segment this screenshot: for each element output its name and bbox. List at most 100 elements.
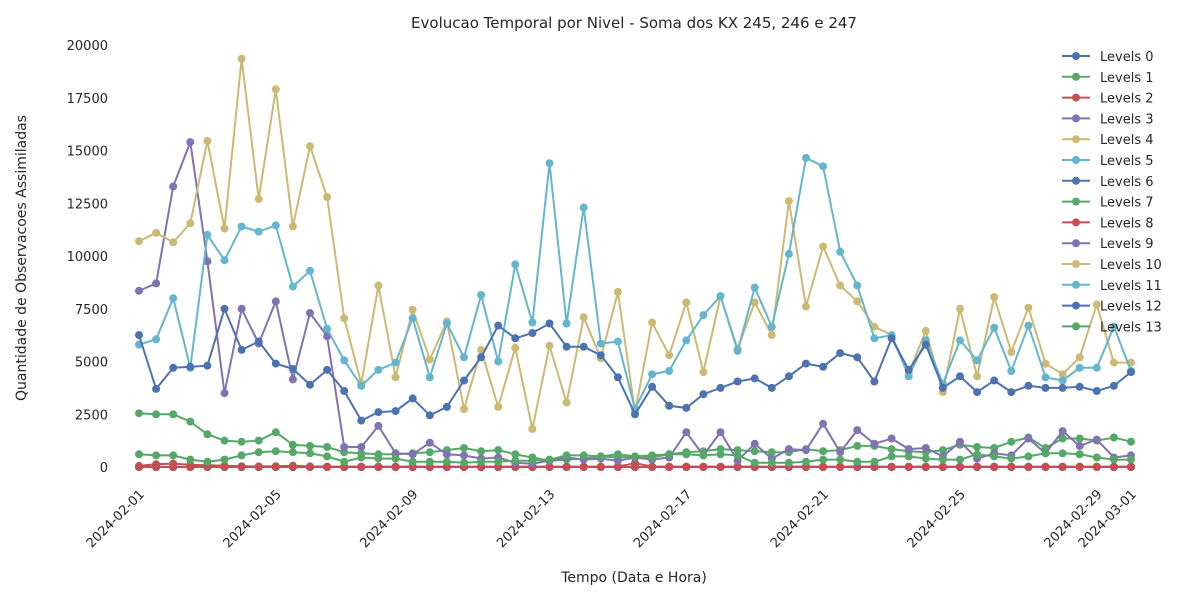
data-point	[956, 372, 964, 381]
legend-swatch-marker	[1072, 280, 1080, 289]
data-point	[186, 138, 195, 147]
data-point	[442, 402, 451, 411]
data-point	[237, 222, 246, 231]
data-point	[135, 463, 143, 471]
data-point	[203, 361, 212, 370]
data-point	[1075, 463, 1084, 471]
legend-item: Levels 1	[1062, 71, 1154, 86]
data-point	[699, 390, 708, 399]
data-point	[340, 443, 349, 451]
data-point	[425, 448, 434, 457]
data-point	[1007, 463, 1016, 471]
data-point	[152, 335, 161, 344]
x-tick-label: 2024-02-17	[631, 487, 695, 551]
data-point	[186, 455, 195, 464]
data-point	[836, 349, 845, 358]
data-point	[767, 383, 776, 392]
data-point	[460, 444, 468, 452]
data-point	[938, 463, 947, 471]
data-point	[374, 281, 383, 290]
data-point	[767, 458, 776, 467]
data-point	[990, 463, 999, 471]
data-point	[631, 452, 639, 461]
data-point	[391, 463, 400, 471]
data-point	[819, 242, 828, 251]
data-point	[836, 281, 845, 290]
data-point	[494, 402, 503, 411]
data-point	[494, 357, 503, 366]
data-point	[562, 319, 571, 328]
data-point	[220, 389, 229, 398]
y-tick-label: 0	[100, 461, 108, 476]
data-point	[169, 182, 178, 191]
data-point	[750, 283, 759, 292]
data-point	[545, 463, 554, 471]
data-point	[1075, 434, 1084, 443]
legend-swatch-marker	[1072, 239, 1080, 248]
data-point	[716, 450, 725, 459]
data-point	[613, 337, 622, 346]
data-point	[1007, 367, 1016, 375]
data-point	[973, 450, 982, 459]
data-point	[271, 463, 280, 471]
data-point	[784, 249, 793, 258]
data-point	[665, 450, 674, 459]
data-point	[1024, 463, 1033, 471]
data-point	[784, 372, 793, 381]
data-point	[528, 425, 537, 433]
y-tick-label: 10000	[67, 250, 108, 265]
legend-swatch-marker	[1072, 72, 1080, 81]
data-point	[750, 439, 759, 448]
data-point	[819, 447, 828, 456]
data-point	[682, 428, 691, 437]
data-point	[425, 355, 434, 364]
data-point	[562, 398, 571, 407]
legend-label: Levels 12	[1100, 300, 1162, 315]
data-point	[853, 281, 862, 290]
data-point	[169, 238, 178, 247]
data-point	[220, 455, 229, 464]
data-point	[938, 446, 947, 455]
data-point	[1109, 433, 1118, 442]
data-point	[921, 340, 930, 349]
data-point	[802, 359, 810, 368]
data-point	[921, 454, 930, 463]
data-point	[836, 455, 845, 464]
data-point	[186, 463, 195, 471]
x-axis-label: Tempo (Data e Hora)	[560, 570, 707, 586]
data-point	[254, 436, 263, 445]
legend-label: Levels 11	[1100, 279, 1162, 294]
data-point	[169, 451, 178, 460]
legend-label: Levels 7	[1100, 196, 1154, 211]
x-axis: 2024-02-01 2024-02-05 2024-02-09 2024-02-13…	[84, 487, 1140, 551]
data-point	[545, 159, 554, 168]
data-point	[1127, 455, 1135, 464]
data-point	[135, 409, 143, 418]
data-point	[716, 463, 725, 471]
data-point	[220, 436, 229, 445]
data-point	[135, 237, 143, 246]
data-point	[357, 416, 366, 425]
data-point	[613, 373, 622, 382]
data-point	[579, 451, 588, 460]
data-point	[1024, 303, 1033, 312]
y-tick-label: 12500	[67, 197, 108, 212]
data-point	[340, 387, 349, 395]
data-point	[1041, 373, 1050, 382]
legend-item: Levels 5	[1062, 154, 1154, 169]
legend-item: Levels 0	[1062, 50, 1154, 65]
data-point	[425, 457, 434, 466]
data-point	[613, 287, 622, 296]
data-point	[357, 463, 366, 471]
legend-label: Levels 3	[1100, 112, 1154, 127]
data-point	[596, 463, 605, 471]
data-point	[271, 428, 280, 437]
data-point	[323, 443, 332, 451]
data-point	[750, 458, 759, 467]
data-point	[1109, 358, 1118, 367]
legend-item: Levels 7	[1062, 196, 1154, 211]
data-point	[562, 463, 571, 471]
data-point	[340, 457, 349, 466]
data-point	[425, 373, 434, 382]
series-12	[135, 304, 1135, 425]
